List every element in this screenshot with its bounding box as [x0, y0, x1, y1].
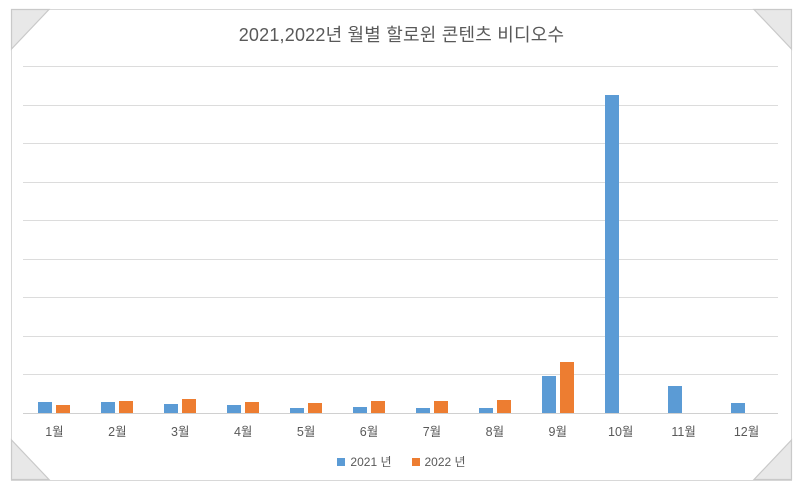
bar-2021년-1월[interactable] [38, 402, 53, 413]
bar-2022년-9월[interactable] [559, 362, 574, 413]
legend-swatch-icon [337, 457, 346, 466]
gridline [23, 258, 778, 260]
chart-legend: 2021 년 2022 년 [0, 453, 803, 470]
gridline [23, 220, 778, 222]
bar-2021년-7월[interactable] [415, 408, 430, 413]
x-axis-label-4월: 4월 [233, 425, 253, 439]
bar-2021년-10월[interactable] [604, 95, 619, 413]
bar-2022년-6월[interactable] [371, 401, 386, 413]
legend-swatch-icon [411, 457, 420, 466]
gridline [23, 335, 778, 337]
chart-title: 2021,2022년 월별 할로윈 콘텐츠 비디오수 [238, 25, 565, 45]
gridline [23, 181, 778, 183]
gridline [23, 297, 778, 299]
x-axis-label-5월: 5월 [296, 425, 316, 439]
x-axis-label-6월: 6월 [359, 425, 379, 439]
x-axis-label-11월: 11월 [671, 425, 696, 439]
bar-2022년-2월[interactable] [119, 400, 134, 413]
bar-2021년-2월[interactable] [101, 402, 116, 413]
x-axis-label-8월: 8월 [485, 425, 505, 439]
photo-corner-icon-bottom-right [752, 438, 793, 481]
photo-corner-icon-bottom-left [10, 438, 51, 481]
bar-2022년-5월[interactable] [308, 402, 323, 413]
x-axis: 1월 2월 3월 4월 5월 6월 7월 8월 9월 10월 11월 12월 [23, 421, 778, 439]
bar-2022년-1월[interactable] [56, 405, 71, 413]
x-axis-label-9월: 9월 [548, 425, 567, 439]
legend-label: 2021 년 [350, 455, 392, 469]
bar-2021년-9월[interactable] [541, 376, 556, 413]
legend-item-2022년[interactable]: 2022 년 [411, 453, 466, 470]
bar-2021년-4월[interactable] [227, 404, 242, 413]
x-axis-label-2월: 2월 [108, 425, 127, 439]
x-axis-label-10월: 10월 [608, 425, 634, 439]
bar-2021년-11월[interactable] [667, 386, 682, 413]
gridline [23, 104, 778, 106]
bar-2022년-7월[interactable] [433, 401, 448, 413]
legend-item-2021년[interactable]: 2021 년 [337, 453, 392, 470]
x-axis-label-12월: 12월 [733, 425, 760, 439]
photo-corner-icon-top-right [752, 8, 793, 51]
bar-2021년-8월[interactable] [478, 407, 493, 413]
gridline [23, 143, 778, 145]
bar-2021년-6월[interactable] [353, 406, 368, 413]
bar-2022년-8월[interactable] [496, 399, 511, 413]
bar-2021년-3월[interactable] [164, 403, 179, 413]
photo-corner-icon-top-left [10, 8, 51, 51]
bar-2021년-12월[interactable] [730, 402, 745, 413]
gridline [23, 66, 778, 67]
bar-2022년-3월[interactable] [182, 399, 197, 413]
legend-label: 2022 년 [424, 455, 466, 469]
x-axis-label-1월: 1월 [45, 425, 64, 439]
bar-2021년-5월[interactable] [290, 407, 305, 413]
x-axis-label-7월: 7월 [422, 425, 442, 439]
gridline [23, 374, 778, 376]
chart-frame-border [11, 9, 792, 481]
plot-area [23, 66, 778, 414]
x-axis-label-3월: 3월 [171, 425, 190, 439]
bar-2022년-4월[interactable] [245, 402, 260, 413]
